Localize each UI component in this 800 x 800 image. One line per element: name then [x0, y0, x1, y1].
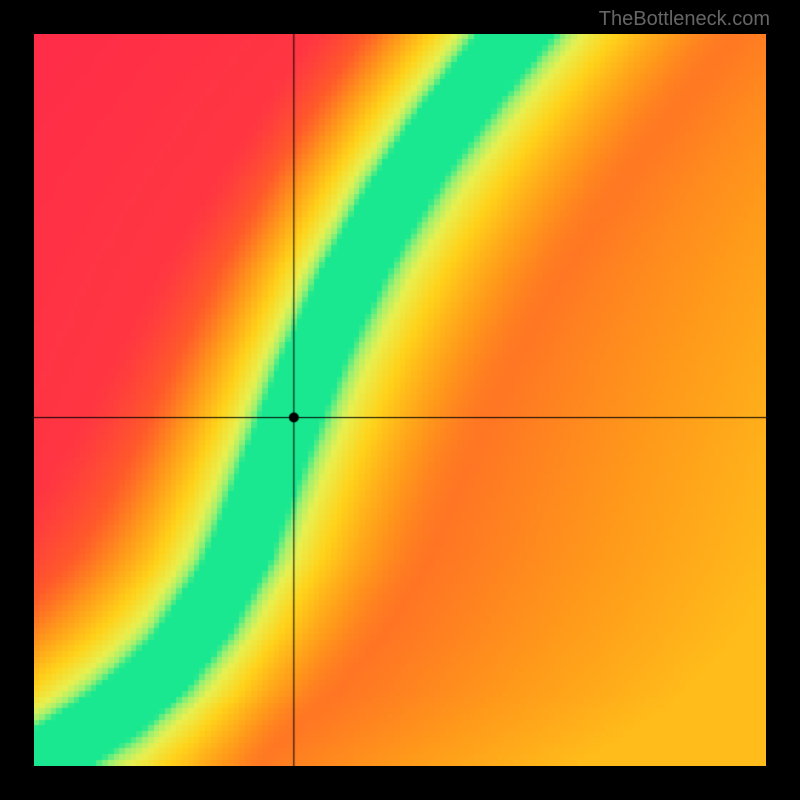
heatmap-plot [34, 34, 766, 766]
watermark-text: TheBottleneck.com [599, 8, 770, 31]
heatmap-canvas [34, 34, 766, 766]
